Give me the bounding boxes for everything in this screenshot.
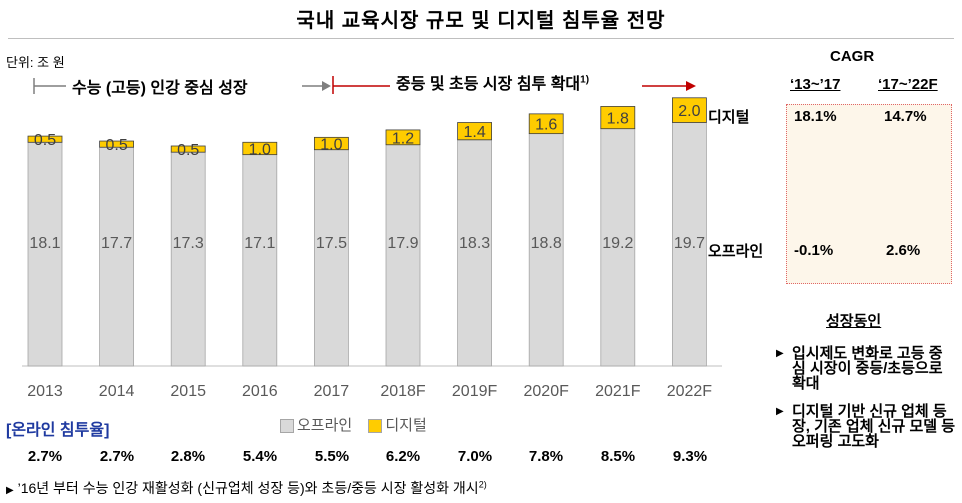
online-rate-2020F: 7.8% <box>528 448 564 465</box>
x-tick-label: 2013 <box>27 383 63 400</box>
phase2-label: 중등 및 초등 시장 침투 확대1) <box>396 70 589 94</box>
online-rate-2017: 5.5% <box>314 448 350 465</box>
offline-series-label: 오프라인 <box>708 243 764 260</box>
digital-value-label: 0.5 <box>177 142 199 159</box>
x-tick-label: 2022F <box>667 383 713 400</box>
phase2-arrow-head <box>686 81 696 91</box>
digital-value-label: 2.0 <box>678 103 700 120</box>
digital-value-label: 1.6 <box>535 117 557 134</box>
offline-bar-2017 <box>313 149 349 367</box>
offline-value-label: 18.1 <box>29 235 60 252</box>
cagr-digital-2017-2022: 14.7% <box>884 108 927 125</box>
legend-digital-label: 디지털 <box>385 417 427 434</box>
cagr-header-2013-2017: ‘13~’17 <box>790 76 841 93</box>
digital-bar-2014 <box>99 140 134 148</box>
offline-bar-2021F <box>600 128 636 367</box>
digital-bar-2022F <box>672 97 707 123</box>
x-tick-label: 2017 <box>314 383 350 400</box>
digital-value-label: 1.0 <box>249 141 271 158</box>
page-title: 국내 교육시장 규모 및 디지털 침투율 전망 <box>296 10 666 32</box>
cagr-panel <box>786 104 952 284</box>
digital-value-label: 0.5 <box>34 132 56 149</box>
online-rate-2014: 2.7% <box>99 448 135 465</box>
legend-offline-swatch <box>280 419 294 434</box>
title-divider <box>8 38 954 39</box>
x-tick-label: 2019F <box>452 383 498 400</box>
growth-drivers-title: 성장동인 <box>826 313 882 330</box>
offline-value-label: 17.5 <box>316 235 347 252</box>
digital-bar-2018F <box>385 129 421 146</box>
phase-arrows <box>33 76 696 94</box>
growth-driver-item: ▶ 입시제도 변화로 고등 중심 시장이 중등/초등으로 확대 <box>776 346 956 391</box>
offline-value-label: 17.7 <box>101 235 132 252</box>
online-rate-2015: 2.8% <box>170 448 206 465</box>
phase2-text: 중등 및 초등 시장 침투 확대 <box>396 76 581 93</box>
bars-group: 18.1 0.5 2013 17.7 0.5 2014 17.3 0.5 2015 17.1 1.0… <box>27 97 713 400</box>
offline-bar-2018F <box>385 144 421 367</box>
offline-value-label: 19.2 <box>602 235 633 252</box>
offline-value-label: 17.9 <box>387 235 418 252</box>
online-rate-2016: 5.4% <box>242 448 278 465</box>
digital-bar-2021F <box>600 106 636 130</box>
digital-bar-2017 <box>313 136 349 151</box>
offline-value-label: 19.7 <box>674 235 705 252</box>
online-penetration-title: [온라인 침투율] <box>6 422 110 439</box>
growth-driver-item: ▶ 디지털 기반 신규 업체 등장, 기존 업체 신규 모델 등 오퍼링 고도화 <box>776 404 956 449</box>
digital-bar-2019F <box>457 122 493 141</box>
digital-value-label: 1.0 <box>320 137 342 154</box>
x-tick-label: 2018F <box>380 383 426 400</box>
offline-bar-2016 <box>242 154 278 367</box>
triangle-bullet-icon: ▶ <box>776 406 784 417</box>
legend-offline-label: 오프라인 <box>297 417 353 434</box>
triangle-bullet-icon: ▶ <box>776 348 784 359</box>
online-rate-2018F: 6.2% <box>385 448 421 465</box>
offline-bar-2019F <box>457 139 493 367</box>
footnote: ▶ ’16년 부터 수능 인강 재활성화 (신규업체 성장 등)와 초등/중등 … <box>6 478 487 498</box>
digital-bar-2016 <box>242 141 278 156</box>
offline-value-label: 18.3 <box>459 235 490 252</box>
digital-value-label: 0.5 <box>105 137 127 154</box>
x-tick-label: 2021F <box>595 383 641 400</box>
cagr-header-2017-2022: ‘17~’22F <box>878 76 938 93</box>
growth-driver-text: 입시제도 변화로 고등 중심 시장이 중등/초등으로 확대 <box>792 345 943 392</box>
phase1-arrow-head <box>322 81 331 91</box>
digital-series-label: 디지털 <box>708 109 750 126</box>
offline-bar-2020F <box>528 133 564 367</box>
offline-bar-2015 <box>170 151 206 367</box>
footnote-text: ’16년 부터 수능 인강 재활성화 (신규업체 성장 등)와 초등/중등 시장… <box>17 480 479 496</box>
x-tick-label: 2014 <box>99 383 135 400</box>
cagr-offline-2013-2017: -0.1% <box>794 242 834 259</box>
unit-label: 단위: 조 원 <box>6 55 65 70</box>
chart-legend: 오프라인 디지털 <box>280 414 427 435</box>
digital-bar-2020F <box>528 113 564 135</box>
online-rate-2013: 2.7% <box>27 448 63 465</box>
online-rate-2019F: 7.0% <box>457 448 493 465</box>
offline-value-label: 17.1 <box>244 235 275 252</box>
legend-digital-swatch <box>368 419 383 434</box>
phase2-footnote-ref: 1) <box>580 74 590 86</box>
offline-value-label: 17.3 <box>173 235 204 252</box>
online-rate-2021F: 8.5% <box>600 448 636 465</box>
x-tick-label: 2016 <box>242 383 278 400</box>
cagr-digital-2013-2017: 18.1% <box>794 108 837 125</box>
triangle-bullet-icon: ▶ <box>6 485 14 496</box>
offline-value-label: 18.8 <box>531 235 562 252</box>
footnote-ref: 2) <box>478 479 487 490</box>
growth-driver-text: 디지털 기반 신규 업체 등장, 기존 업체 신규 모델 등 오퍼링 고도화 <box>792 403 956 450</box>
digital-bar-2013 <box>27 135 63 143</box>
offline-bar-2014 <box>99 146 134 367</box>
offline-bar-2013 <box>27 141 63 367</box>
online-rate-2022F: 9.3% <box>672 448 708 465</box>
digital-bar-2015 <box>170 145 206 153</box>
cagr-offline-2017-2022: 2.6% <box>886 242 921 259</box>
digital-value-label: 1.4 <box>463 124 485 141</box>
x-tick-label: 2015 <box>170 383 206 400</box>
x-tick-label: 2020F <box>524 383 570 400</box>
digital-value-label: 1.8 <box>607 111 629 128</box>
cagr-title: CAGR <box>830 48 875 65</box>
phase1-label: 수능 (고등) 인강 중심 성장 <box>72 80 248 97</box>
digital-value-label: 1.2 <box>392 130 414 147</box>
